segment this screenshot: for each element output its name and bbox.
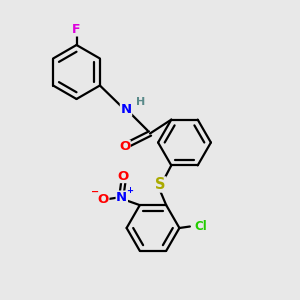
Text: F: F — [72, 23, 81, 36]
Text: O: O — [98, 193, 109, 206]
Text: O: O — [118, 169, 129, 182]
Text: H: H — [136, 97, 145, 107]
Text: O: O — [119, 140, 130, 154]
Text: −: − — [91, 187, 99, 196]
Text: Cl: Cl — [194, 220, 207, 233]
Text: N: N — [116, 191, 128, 204]
Text: N: N — [120, 103, 132, 116]
Text: S: S — [155, 177, 166, 192]
Text: +: + — [126, 186, 133, 195]
